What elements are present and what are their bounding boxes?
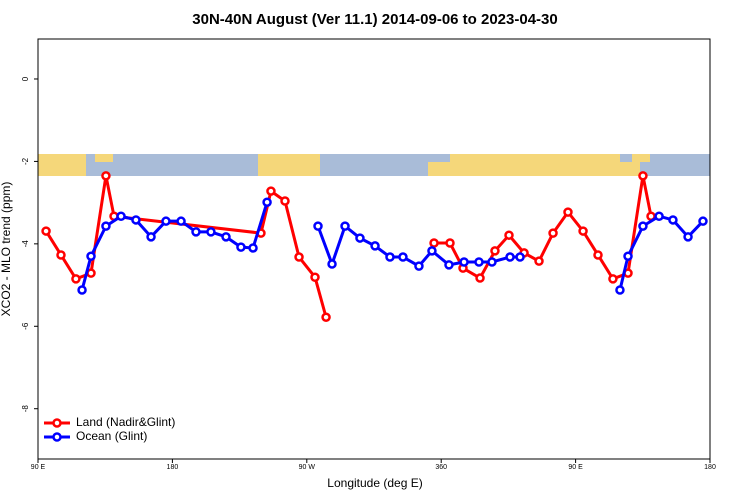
point [116,211,126,221]
x-tick-label: 180 [704,464,716,471]
point [459,257,469,267]
point [280,196,290,206]
point [445,238,455,248]
point [429,238,439,248]
point [340,221,350,231]
x-tick-label: 90 E [568,464,583,471]
point [71,274,81,284]
x-tick-label: 180 [167,464,179,471]
point [608,274,618,284]
point [221,232,231,242]
point [427,246,437,256]
point [593,250,603,260]
point [548,228,558,238]
point [615,285,625,295]
point [505,252,515,262]
point [294,252,304,262]
plot-frame [37,38,711,460]
point [414,261,424,271]
y-tick-label: 0 [21,76,30,81]
point [161,216,171,226]
point [698,216,708,226]
legend-marker [52,432,62,442]
point [176,216,186,226]
legend-marker [52,418,62,428]
legend-label: Ocean (Glint) [76,429,147,443]
chart-title: 30N-40N August (Ver 11.1) 2014-09-06 to … [192,11,557,28]
y-tick-label: -2 [21,157,30,165]
point [310,272,320,282]
point [131,215,141,225]
point [321,312,331,322]
point [191,227,201,237]
x-axis-label: Longitude (deg E) [327,476,422,490]
point [668,215,678,225]
point [623,251,633,261]
point [56,250,66,260]
point [262,197,272,207]
point [248,243,258,253]
point [355,233,365,243]
x-tick-label: 90 E [31,464,46,471]
point [236,242,246,252]
x-tick-label: 90 W [299,464,316,471]
point [206,227,216,237]
point [313,221,323,231]
point [86,251,96,261]
point [683,232,693,242]
point [327,259,337,269]
point [504,230,514,240]
point [515,252,525,262]
point [398,252,408,262]
point [146,232,156,242]
y-tick-label: -6 [21,322,30,330]
point [487,257,497,267]
point [370,241,380,251]
point [101,171,111,181]
point [385,252,395,262]
point [41,226,51,236]
y-axis-label: XCO2 - MLO trend (ppm) [0,182,13,317]
point [474,257,484,267]
point [444,260,454,270]
point [534,256,544,266]
point [638,221,648,231]
point [101,221,111,231]
y-tick-label: -4 [21,240,30,248]
point [266,186,276,196]
point [475,273,485,283]
point [638,171,648,181]
map-land [38,154,650,176]
legend-label: Land (Nadir&Glint) [76,415,175,429]
series-line [44,175,653,318]
point [578,226,588,236]
point [654,211,664,221]
point [490,246,500,256]
x-tick-label: 360 [435,464,447,471]
y-tick-label: -8 [21,405,30,413]
point [563,207,573,217]
point [77,285,87,295]
